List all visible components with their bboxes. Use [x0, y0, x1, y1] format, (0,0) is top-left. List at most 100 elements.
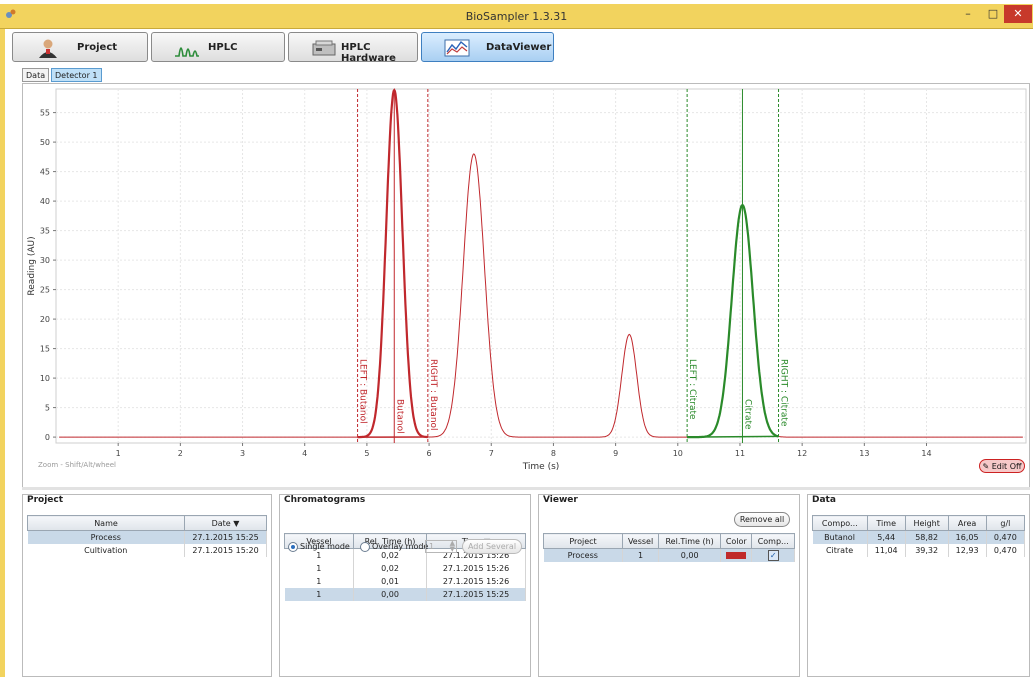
minimize-button[interactable]: –: [965, 7, 971, 20]
cell: 27.1.2015 15:25: [184, 530, 267, 544]
table-row[interactable]: 1 0,02 27.1.2015 15:26: [284, 548, 526, 562]
close-button[interactable]: ✕: [1004, 5, 1032, 23]
x-tick-label: 13: [859, 449, 869, 458]
comp-checkbox[interactable]: ✓: [767, 550, 779, 561]
y-tick-label: 25: [40, 286, 50, 295]
y-axis-label: Reading (AU): [27, 236, 37, 295]
subtab-detector[interactable]: Detector 1: [51, 68, 102, 82]
x-tick-label: 2: [178, 449, 183, 458]
project-table: Name Date ▼ Process 27.1.2015 15:25 Culti…: [27, 515, 267, 557]
cell: 39,32: [905, 544, 949, 557]
tab-hplc-hardware-label: HPLC Hardware: [341, 42, 396, 64]
tab-hplc-label: HPLC: [208, 42, 238, 53]
table-row[interactable]: Citrate 11,04 39,32 12,93 0,470: [812, 544, 1026, 557]
tab-dataviewer[interactable]: DataViewer: [421, 32, 554, 62]
x-tick-label: 1: [116, 449, 121, 458]
x-tick-label: 7: [489, 449, 494, 458]
stepper-arrows-icon[interactable]: ▲ ▼: [449, 539, 455, 553]
x-tick-label: 11: [735, 449, 745, 458]
table-row[interactable]: Cultivation 27.1.2015 15:20: [27, 544, 267, 557]
x-tick-label: 12: [797, 449, 807, 458]
edit-off-button[interactable]: ✎ Edit Off: [979, 459, 1025, 473]
col-rel-time[interactable]: Rel.Time (h): [658, 533, 722, 549]
col-height[interactable]: Height: [904, 515, 949, 531]
x-tick-label: 4: [302, 449, 307, 458]
y-tick-label: 35: [40, 227, 50, 236]
table-row[interactable]: 1 0,01 27.1.2015 15:26: [284, 575, 526, 588]
maximize-button[interactable]: □: [987, 7, 999, 20]
y-tick-label: 45: [40, 168, 50, 177]
tab-hplc[interactable]: HPLC: [151, 32, 285, 62]
color-swatch[interactable]: [726, 552, 747, 559]
cell: Citrate: [812, 544, 868, 557]
signal-line: [59, 89, 1023, 438]
col-project[interactable]: Project: [543, 533, 623, 549]
col-color[interactable]: Color: [720, 533, 753, 549]
chromatograms-panel-title: Chromatograms: [284, 495, 366, 505]
x-axis-label: Time (s): [522, 462, 560, 472]
cell: 1: [622, 548, 660, 562]
cell: 12,93: [948, 544, 987, 557]
viewer-panel-title: Viewer: [543, 495, 578, 505]
col-gl[interactable]: g/l: [985, 515, 1026, 531]
col-date[interactable]: Date ▼: [184, 515, 267, 531]
hardware-icon: [312, 40, 336, 56]
cell: 0,00: [353, 588, 427, 601]
cell: 58,82: [905, 530, 949, 544]
peaks-icon: [175, 47, 199, 57]
title-bar: BioSampler 1.3.31 – □ ✕: [0, 4, 1033, 29]
overlay-mode-label: Overlay mode: [372, 542, 429, 551]
cell: 1: [284, 575, 354, 588]
app-icon: [6, 9, 16, 18]
table-row[interactable]: Process 1 0,00 ✓: [543, 548, 795, 562]
x-tick-label: 14: [921, 449, 931, 458]
col-date-label: Date: [211, 518, 231, 528]
overlay-mode-radio[interactable]: [360, 542, 370, 552]
tab-hplc-hardware[interactable]: HPLC Hardware: [288, 32, 418, 64]
left-boundary-label: LEFT : Citrate: [687, 359, 697, 420]
remove-all-button[interactable]: Remove all: [734, 512, 790, 527]
col-component[interactable]: Compo...: [812, 515, 868, 531]
edit-off-label: Edit Off: [991, 462, 1022, 471]
table-row[interactable]: Process 27.1.2015 15:25: [27, 530, 267, 544]
splitter-handle[interactable]: [22, 487, 1030, 490]
pencil-icon: ✎: [982, 462, 990, 471]
y-tick-label: 55: [40, 109, 50, 118]
subtab-data[interactable]: Data: [22, 68, 50, 82]
col-rel-time[interactable]: Rel. Time (h): [353, 533, 427, 549]
x-tick-label: 3: [240, 449, 245, 458]
add-several-button[interactable]: Add Several: [462, 539, 522, 554]
right-boundary-label: RIGHT : Butanol: [428, 359, 438, 431]
x-tick-label: 10: [673, 449, 683, 458]
cell: 0,01: [353, 575, 427, 588]
cell: 1: [284, 548, 354, 562]
col-vessel[interactable]: Vessel: [284, 533, 354, 549]
col-time[interactable]: Time: [866, 515, 906, 531]
x-tick-label: 5: [364, 449, 369, 458]
cell: 27.1.2015 15:20: [184, 544, 267, 557]
data-panel: Data Compo... Time Height Area g/l Butan…: [807, 494, 1030, 677]
cell: Butanol: [812, 530, 868, 544]
overlay-count-stepper[interactable]: 1 ▲ ▼: [425, 540, 457, 553]
col-vessel[interactable]: Vessel: [621, 533, 660, 549]
y-tick-label: 10: [40, 374, 50, 383]
y-tick-label: 30: [40, 256, 50, 265]
table-row[interactable]: 1 0,02 27.1.2015 15:26: [284, 562, 526, 575]
cell: Process: [543, 548, 623, 562]
x-tick-label: 9: [613, 449, 618, 458]
col-area[interactable]: Area: [947, 515, 987, 531]
col-comp[interactable]: Comp...: [751, 533, 795, 549]
chromatograms-panel: Chromatograms Vessel Rel. Time (h) Time …: [279, 494, 531, 677]
cell: Process: [27, 530, 185, 544]
peak-label: Butanol: [394, 399, 404, 434]
y-tick-label: 20: [40, 315, 50, 324]
cell: [720, 548, 753, 562]
cell: 11,04: [867, 544, 906, 557]
table-row[interactable]: 1 0,00 27.1.2015 15:25: [284, 588, 526, 601]
single-mode-radio[interactable]: [288, 542, 298, 552]
cell: 27.1.2015 15:26: [426, 575, 526, 588]
table-row[interactable]: Butanol 5,44 58,82 16,05 0,470: [812, 530, 1026, 544]
col-name[interactable]: Name: [27, 515, 185, 531]
tab-project[interactable]: Project: [12, 32, 148, 62]
